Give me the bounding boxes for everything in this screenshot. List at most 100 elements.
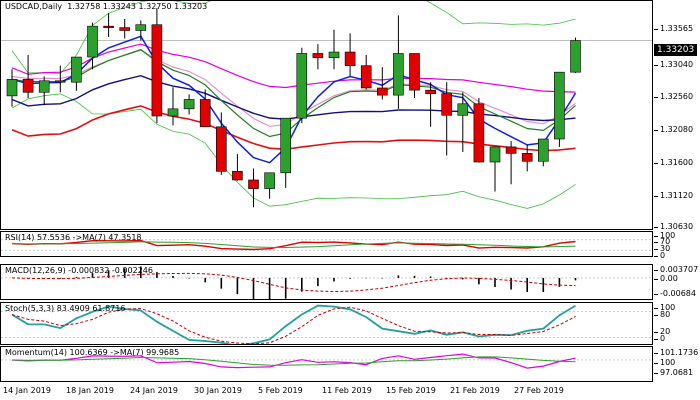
rsi-tick: 100 xyxy=(653,231,676,240)
momentum-pane[interactable]: Momentum(14) 100.6369 ->MA(7) 99.9685 xyxy=(0,346,653,382)
candle-body xyxy=(6,79,18,97)
candle-body xyxy=(473,103,485,163)
candle-body xyxy=(216,126,227,172)
ohlc-open: 1.32758 xyxy=(67,2,101,11)
candle-body xyxy=(232,171,243,181)
candle-body xyxy=(151,24,163,117)
rsi-label: RSI(14) 57.5536 ->MA(7) 47.3518 xyxy=(5,233,142,242)
date-label: 11 Feb 2019 xyxy=(322,386,372,395)
momentum-tick: 101.1736 xyxy=(653,348,699,357)
candle-body xyxy=(54,80,66,83)
rsi-line xyxy=(11,239,576,251)
momentum-label: Momentum(14) 100.6369 ->MA(7) 99.9685 xyxy=(5,348,180,357)
macd-label: MACD(12,26,9) -0.000832 -0.002246 xyxy=(5,266,153,275)
rsi-ma-line xyxy=(11,241,576,249)
price-tick: 1.33040 xyxy=(653,60,694,69)
date-label: 21 Feb 2019 xyxy=(450,386,500,395)
candle-body xyxy=(38,80,50,93)
candle-body xyxy=(199,99,211,128)
date-label: 15 Feb 2019 xyxy=(386,386,436,395)
momentum-tick: 97.0681 xyxy=(653,368,694,377)
candle-body xyxy=(22,79,34,93)
symbol-label: USDCAD xyxy=(5,2,40,11)
stoch-tick: 100 xyxy=(653,303,676,312)
momentum-chart xyxy=(1,353,652,369)
candle-body xyxy=(537,138,549,162)
rsi-chart xyxy=(1,239,652,251)
candle-body xyxy=(119,27,130,31)
date-label: 24 Jan 2019 xyxy=(130,386,178,395)
candle-body xyxy=(425,89,436,95)
candle-body xyxy=(344,51,356,66)
candle-body xyxy=(103,25,114,28)
price-tick: 1.31120 xyxy=(653,191,694,200)
macd-tick: 0.00 xyxy=(654,274,678,283)
stoch-d-line xyxy=(11,306,576,344)
rsi-pane[interactable]: RSI(14) 57.5536 ->MA(7) 47.3518 xyxy=(0,231,653,257)
current-price-label: 1.33203 xyxy=(654,44,698,56)
macd-tick: 0.003707 xyxy=(653,265,699,274)
candle-body xyxy=(554,71,565,140)
candle-body xyxy=(71,56,82,83)
candle-body xyxy=(312,53,324,59)
candle-body xyxy=(457,103,469,116)
date-label: 5 Feb 2019 xyxy=(258,386,303,395)
candle-body xyxy=(248,179,259,189)
stoch-k-line xyxy=(11,304,576,344)
ohlc-close: 1.33203 xyxy=(174,2,208,11)
symbol-info: USDCAD,Daily 1.32758 1.33243 1.32750 1.3… xyxy=(5,2,208,11)
price-tick: 1.30630 xyxy=(653,222,694,231)
candle-body xyxy=(570,40,581,73)
momentum-line xyxy=(11,353,576,369)
candle-body xyxy=(280,117,292,174)
momentum-tick: 100 xyxy=(653,358,676,367)
price-tick: 1.32080 xyxy=(653,125,694,134)
candle-body xyxy=(135,24,147,31)
date-label: 30 Jan 2019 xyxy=(194,386,242,395)
candle-body xyxy=(183,99,195,110)
date-label: 14 Jan 2019 xyxy=(3,386,51,395)
date-axis: 14 Jan 2019 18 Jan 2019 24 Jan 2019 30 J… xyxy=(0,382,653,400)
stoch-tick: 80 xyxy=(653,310,671,319)
candle-body xyxy=(87,25,98,58)
candle-body xyxy=(360,65,372,89)
date-label: 18 Jan 2019 xyxy=(66,386,114,395)
candle-body xyxy=(409,53,420,91)
timeframe-label: Daily xyxy=(41,2,63,11)
price-chart xyxy=(1,1,652,209)
magenta-ma-line xyxy=(11,43,576,93)
candle-body xyxy=(296,53,308,119)
ohlc-high: 1.33243 xyxy=(102,2,136,11)
candle-body xyxy=(441,93,453,116)
stoch-tick: 20 xyxy=(653,327,671,336)
stoch-pane[interactable]: Stoch(5,3,3) 83.4909 61.8716 xyxy=(0,302,653,345)
macd-signal-line xyxy=(11,272,576,293)
green-ma-line xyxy=(11,48,576,138)
price-scale[interactable]: 1.33565 1.33040 1.32560 1.32080 1.31600 … xyxy=(653,0,700,400)
macd-chart xyxy=(1,266,652,299)
price-tick: 1.31600 xyxy=(653,158,694,167)
bollinger-upper-line xyxy=(11,1,576,74)
candle-body xyxy=(167,108,179,117)
candle-body xyxy=(264,172,275,189)
rsi-tick: 70 xyxy=(653,237,671,246)
candle-body xyxy=(521,153,533,162)
stoch-tick: 0 xyxy=(653,334,666,343)
candle-body xyxy=(393,53,404,96)
candle-body xyxy=(505,146,517,154)
stoch-chart xyxy=(1,304,652,344)
candle-body xyxy=(489,146,501,163)
rsi-tick: 30 xyxy=(653,244,671,253)
price-tick: 1.33565 xyxy=(653,24,694,33)
rsi-tick: 0 xyxy=(653,251,666,260)
macd-pane[interactable]: MACD(12,26,9) -0.000832 -0.002246 xyxy=(0,264,653,300)
momentum-ma-line xyxy=(11,356,576,366)
ohlc-low: 1.32750 xyxy=(138,2,172,11)
stoch-label: Stoch(5,3,3) 83.4909 61.8716 xyxy=(5,304,126,313)
macd-tick: -0.00684 xyxy=(654,289,696,298)
candle-body xyxy=(328,51,340,59)
candle-body xyxy=(376,87,388,96)
main-chart-pane[interactable]: USDCAD,Daily 1.32758 1.33243 1.32750 1.3… xyxy=(0,0,653,230)
price-tick: 1.32560 xyxy=(653,92,694,101)
date-label: 27 Feb 2019 xyxy=(514,386,564,395)
